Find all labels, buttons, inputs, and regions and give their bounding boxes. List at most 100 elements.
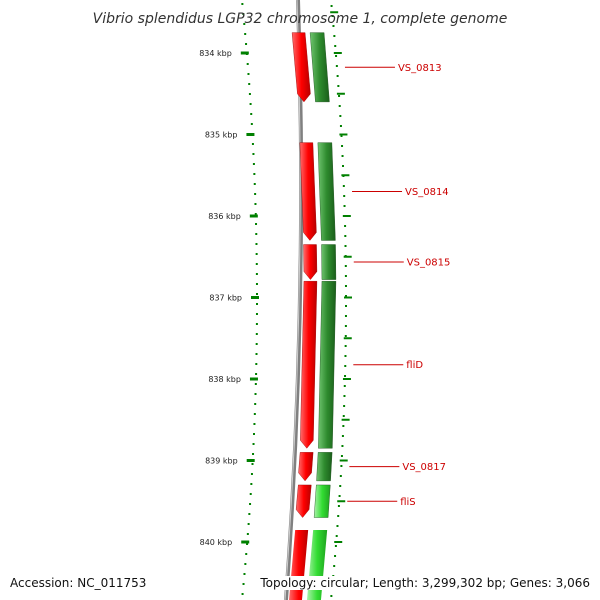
scale-inner-tick bbox=[343, 255, 352, 258]
scale-minor-dot bbox=[253, 423, 256, 425]
scale-inner-dot bbox=[336, 75, 339, 77]
scale-minor-dot bbox=[255, 293, 258, 295]
gene-label[interactable]: VS_0814 bbox=[405, 187, 449, 198]
scale-major-tick bbox=[240, 51, 249, 55]
scale-inner-tick bbox=[343, 337, 352, 340]
scale-inner-tick bbox=[342, 378, 351, 380]
scale-inner-dot bbox=[338, 105, 341, 107]
gene-label[interactable]: VS_0817 bbox=[402, 462, 446, 473]
gene-arrow-cds[interactable] bbox=[309, 32, 330, 103]
scale-inner-dot bbox=[344, 245, 347, 247]
scale-inner-dot bbox=[340, 465, 343, 467]
gene-arrow-rna[interactable] bbox=[291, 32, 311, 103]
scale-minor-dot bbox=[244, 33, 247, 35]
scale-inner-dot bbox=[333, 565, 336, 567]
gene-arrow-cds[interactable] bbox=[313, 484, 331, 518]
gene-label[interactable]: fliS bbox=[400, 497, 415, 508]
scale-ruler: 834 kbp 835 kbp 836 kbp 837 kbp 838 kbp 839 k… bbox=[199, 3, 352, 597]
scale-minor-dot bbox=[255, 373, 258, 375]
scale-minor-dot bbox=[241, 593, 244, 595]
scale-inner-dot bbox=[332, 25, 335, 27]
scale-inner-dot bbox=[344, 275, 347, 277]
gene-arrow-rna[interactable] bbox=[303, 244, 318, 280]
gene-tracks bbox=[288, 32, 337, 600]
gene-label[interactable]: fliD bbox=[406, 360, 423, 371]
scale-minor-dot bbox=[249, 103, 252, 105]
scale-inner-dot bbox=[343, 405, 346, 407]
scale-inner-dot bbox=[340, 135, 343, 137]
scale-inner-dot bbox=[330, 5, 333, 7]
scale-minor-dot bbox=[255, 273, 258, 275]
scale-inner-tick bbox=[343, 296, 352, 299]
scale-inner-tick bbox=[339, 133, 348, 136]
scale-minor-dot bbox=[254, 203, 257, 205]
gene-arrow-rna[interactable] bbox=[295, 484, 312, 518]
scale-inner-tick bbox=[341, 174, 350, 177]
scale-minor-dot bbox=[241, 3, 244, 5]
scale-inner-tick bbox=[341, 418, 350, 421]
scale-inner-dot bbox=[334, 45, 337, 47]
scale-label: 837 kbp bbox=[209, 294, 242, 303]
scale-inner-dot bbox=[344, 355, 347, 357]
scale-major-tick bbox=[246, 459, 255, 462]
scale-minor-dot bbox=[255, 333, 258, 335]
scale-label: 834 kbp bbox=[199, 49, 232, 58]
scale-minor-dot bbox=[245, 553, 248, 555]
scale-minor-dot bbox=[250, 483, 253, 485]
scale-inner-dot bbox=[344, 295, 347, 297]
scale-label: 839 kbp bbox=[205, 457, 238, 466]
scale-minor-dot bbox=[254, 193, 257, 195]
scale-minor-dot bbox=[254, 383, 257, 385]
scale-minor-dot bbox=[246, 543, 249, 545]
scale-inner-dot bbox=[338, 95, 341, 97]
scale-major-tick bbox=[241, 540, 250, 544]
scale-minor-dot bbox=[247, 523, 250, 525]
scale-inner-dot bbox=[337, 505, 340, 507]
scale-minor-dot bbox=[252, 443, 255, 445]
scale-inner-dot bbox=[339, 475, 342, 477]
map-title: Vibrio splendidus LGP32 chromosome 1, co… bbox=[93, 11, 508, 27]
gene-arrow-rna[interactable] bbox=[300, 281, 318, 449]
scale-inner-dot bbox=[344, 345, 347, 347]
scale-inner-dot bbox=[341, 435, 344, 437]
scale-inner-tick bbox=[336, 92, 345, 95]
scale-inner-dot bbox=[337, 85, 340, 87]
scale-minor-dot bbox=[253, 173, 256, 175]
gene-arrow-rna[interactable] bbox=[298, 452, 314, 482]
scale-inner-dot bbox=[342, 185, 345, 187]
scale-minor-dot bbox=[253, 413, 256, 415]
scale-minor-dot bbox=[248, 513, 251, 515]
scale-minor-dot bbox=[253, 183, 256, 185]
gene-label[interactable]: VS_0813 bbox=[398, 63, 442, 74]
scale-inner-dot bbox=[344, 285, 347, 287]
scale-inner-dot bbox=[344, 225, 347, 227]
scale-inner-dot bbox=[341, 445, 344, 447]
scale-inner-dot bbox=[340, 455, 343, 457]
scale-major-tick bbox=[250, 296, 259, 299]
gene-arrow-cds[interactable] bbox=[321, 244, 337, 280]
scale-inner-tick bbox=[334, 541, 343, 543]
scale-minor-dot bbox=[253, 433, 256, 435]
scale-minor-dot bbox=[246, 63, 249, 65]
scale-major-tick bbox=[249, 377, 258, 381]
topology-text: Topology: circular; Length: 3,299,302 bp… bbox=[260, 576, 590, 590]
gene-labels: VS_0813 VS_0814 VS_0815 fliD VS_0817 fliS bbox=[344, 63, 451, 508]
gene-arrow-cds[interactable] bbox=[318, 281, 337, 449]
gene-label[interactable]: VS_0815 bbox=[407, 258, 451, 269]
gene-arrow-cds[interactable] bbox=[316, 452, 333, 482]
scale-minor-dot bbox=[255, 323, 258, 325]
gene-arrow-rna[interactable] bbox=[299, 142, 317, 241]
scale-major-tick bbox=[246, 133, 255, 136]
scale-minor-dot bbox=[255, 353, 258, 355]
scale-inner-dot bbox=[339, 485, 342, 487]
scale-inner-dot bbox=[342, 415, 345, 417]
scale-inner-dot bbox=[335, 55, 338, 57]
scale-inner-dot bbox=[335, 535, 338, 537]
scale-inner-tick bbox=[330, 11, 339, 14]
scale-minor-dot bbox=[252, 153, 255, 155]
scale-inner-dot bbox=[339, 115, 342, 117]
scale-minor-dot bbox=[244, 563, 247, 565]
scale-minor-dot bbox=[252, 453, 255, 455]
scale-inner-dot bbox=[344, 365, 347, 367]
gene-arrow-cds[interactable] bbox=[317, 142, 336, 241]
